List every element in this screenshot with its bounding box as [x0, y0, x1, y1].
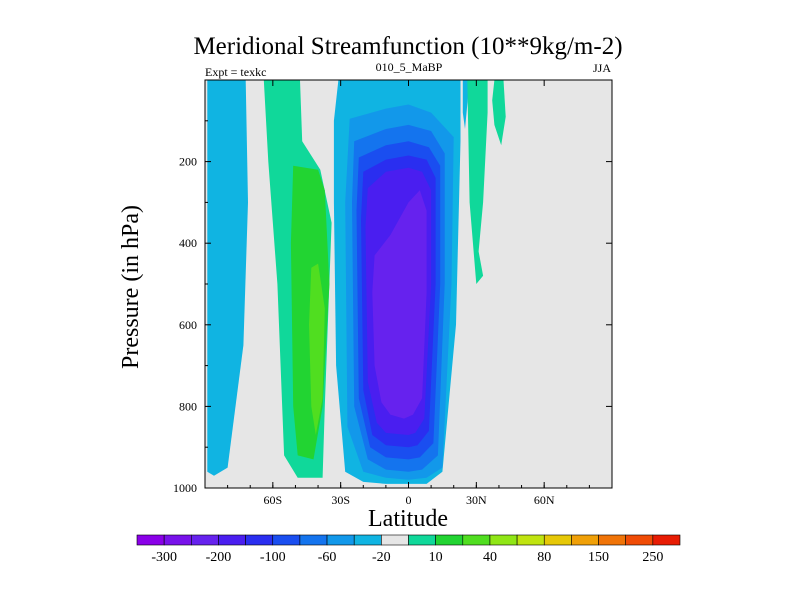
colorbar-label: -20 [372, 550, 391, 565]
colorbar-swatch [598, 534, 626, 546]
colorbar-swatch [489, 534, 518, 546]
colorbar-swatch [163, 534, 192, 546]
colorbar-label: 150 [588, 550, 609, 565]
colorbar-swatch [353, 534, 382, 546]
colorbar-swatch [299, 534, 328, 546]
colorbar-swatch [381, 534, 409, 546]
y-tick-label: 800 [179, 399, 197, 413]
colorbar-label: 80 [537, 550, 551, 565]
colorbar-swatch [191, 534, 219, 546]
y-tick-label: 600 [179, 318, 197, 332]
colorbar-swatch [435, 534, 464, 546]
contour-region-14 [492, 80, 506, 146]
colorbar-swatch [516, 534, 545, 546]
season-label: JJA [593, 61, 611, 75]
colorbar-swatch [571, 534, 599, 546]
colorbar-swatch [136, 534, 165, 546]
y-tick-label: 400 [179, 236, 197, 250]
colorbar-swatch [326, 534, 355, 546]
x-tick-label: 0 [406, 493, 412, 507]
y-tick-label: 1000 [173, 481, 197, 495]
x-tick-label: 30S [331, 493, 350, 507]
colorbar-label: 40 [483, 550, 497, 565]
chart-title: Meridional Streamfunction (10**9kg/m-2) [193, 33, 622, 60]
colorbar-label: 10 [429, 550, 443, 565]
colorbar-label: -200 [206, 550, 232, 565]
colorbar-swatch [245, 534, 274, 546]
colorbar-label: -60 [318, 550, 337, 565]
x-axis-label: Latitude [368, 506, 448, 532]
contour-region-3 [309, 263, 325, 435]
contour-region-11 [347, 80, 364, 97]
contour-region-13 [467, 80, 488, 284]
colorbar-swatch [218, 534, 246, 546]
colorbar-swatch [543, 534, 572, 546]
colorbar-label: -100 [260, 550, 286, 565]
colorbar-swatch [652, 534, 681, 546]
experiment-label: Expt = texkc [205, 65, 266, 79]
colorbar: -300 -200 -100 -60 -20 10 40 80 150 250 [136, 534, 681, 565]
x-tick-label: 60N [534, 493, 555, 507]
y-tick-label: 200 [179, 155, 197, 169]
y-axis-label: Pressure (in hPa) [118, 205, 144, 369]
contour-region-0 [207, 80, 248, 476]
colorbar-label: 250 [642, 550, 663, 565]
x-tick-label: 30N [466, 493, 487, 507]
contour-region-10 [372, 190, 427, 419]
x-tick-label: 60S [263, 493, 282, 507]
colorbar-swatch [272, 534, 301, 546]
colorbar-swatch [462, 534, 491, 546]
colorbar-swatch [625, 534, 654, 546]
colorbar-label: -300 [151, 550, 177, 565]
colorbar-swatch [408, 534, 436, 546]
period-label: 010_5_MaBP [376, 60, 443, 74]
